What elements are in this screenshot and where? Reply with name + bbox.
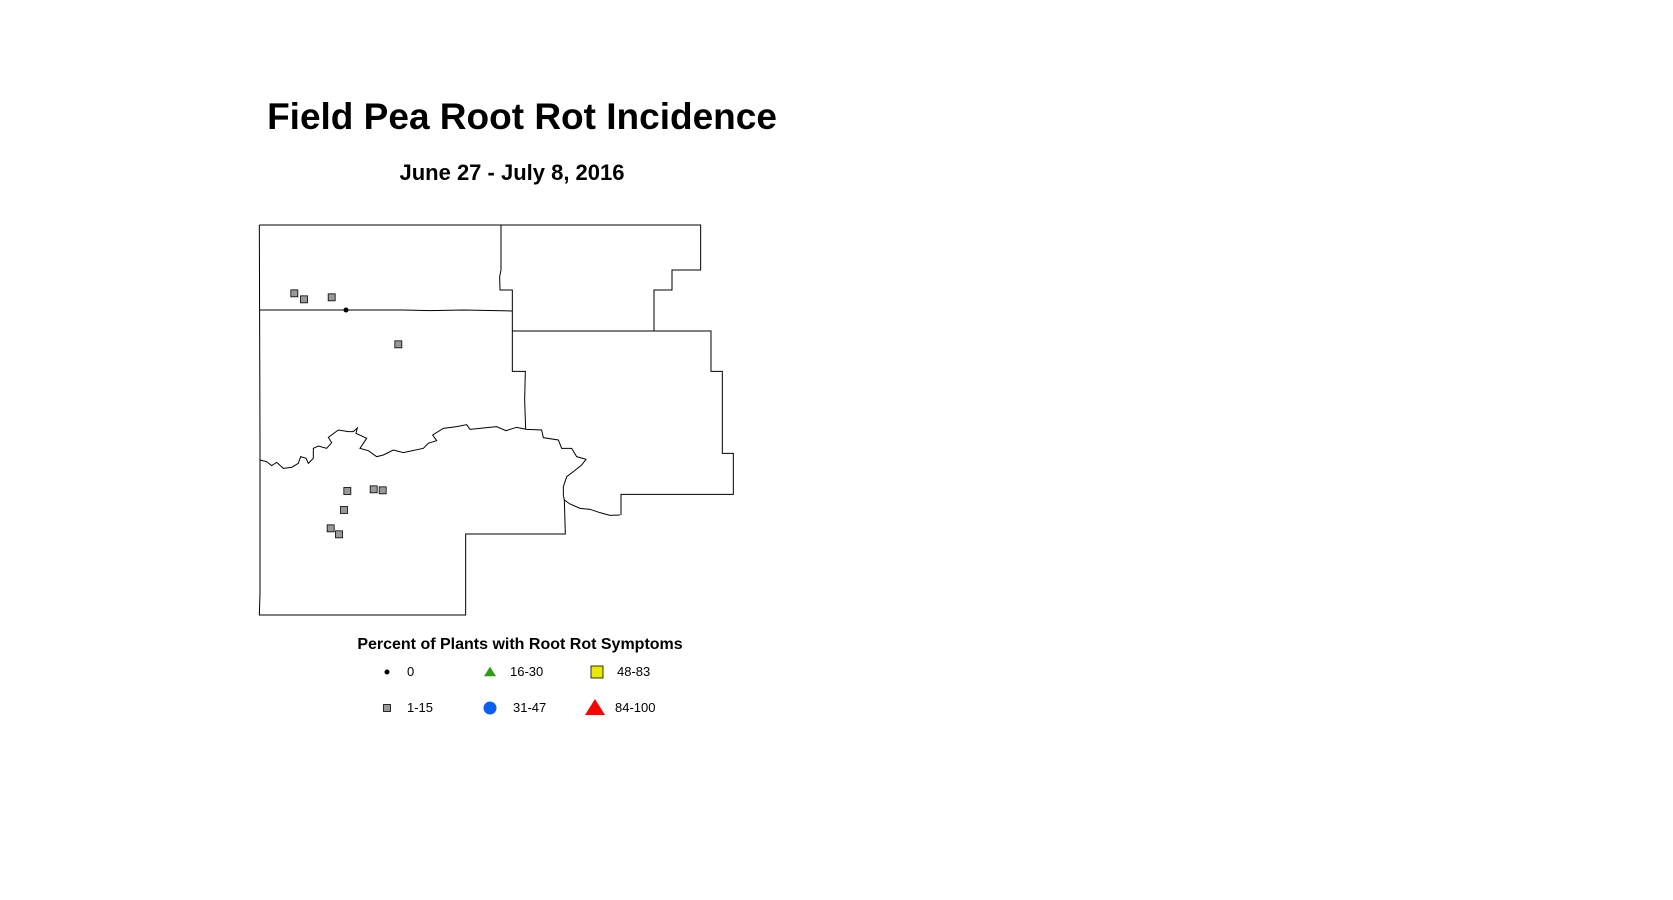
county-boundaries-west [258, 224, 566, 616]
site-marker-1-15 [335, 530, 343, 539]
legend-label: 16-30 [510, 664, 544, 679]
site-marker-1-15 [290, 289, 299, 298]
county-line-north [259, 309, 513, 312]
site-marker-1-15 [327, 293, 336, 302]
legend-symbol-square-icon [590, 665, 604, 679]
legend-title: Percent of Plants with Root Rot Symptoms [357, 636, 683, 653]
legend-label: 84-100 [615, 700, 656, 715]
legend-label: 31-47 [513, 700, 547, 715]
county-line-east [499, 224, 527, 430]
legend-label: 1-15 [407, 700, 434, 715]
site-marker-1-15 [378, 486, 387, 495]
legend-symbol-triangle-icon [484, 666, 496, 677]
site-marker-0 [343, 307, 349, 313]
site-marker-1-15 [300, 295, 308, 304]
site-marker-1-15 [326, 524, 335, 533]
site-marker-1-15 [340, 506, 348, 514]
legend-symbol-square-icon [383, 704, 391, 712]
legend-symbol-small-dot-icon [384, 669, 390, 675]
county-boundaries [259, 224, 734, 515]
site-marker-1-15 [343, 487, 352, 495]
legend-label: 48-83 [617, 664, 651, 679]
river-boundary [259, 424, 621, 516]
map-title: Field Pea Root Rot Incidence [267, 96, 777, 137]
site-marker-1-15 [369, 485, 378, 494]
site-marker-1-15 [394, 340, 403, 349]
legend-symbol-circle-icon [483, 701, 497, 715]
legend-label: 0 [407, 664, 415, 679]
legend-symbol-triangle-icon [585, 699, 605, 715]
map-subtitle: June 27 - July 8, 2016 [399, 160, 625, 185]
